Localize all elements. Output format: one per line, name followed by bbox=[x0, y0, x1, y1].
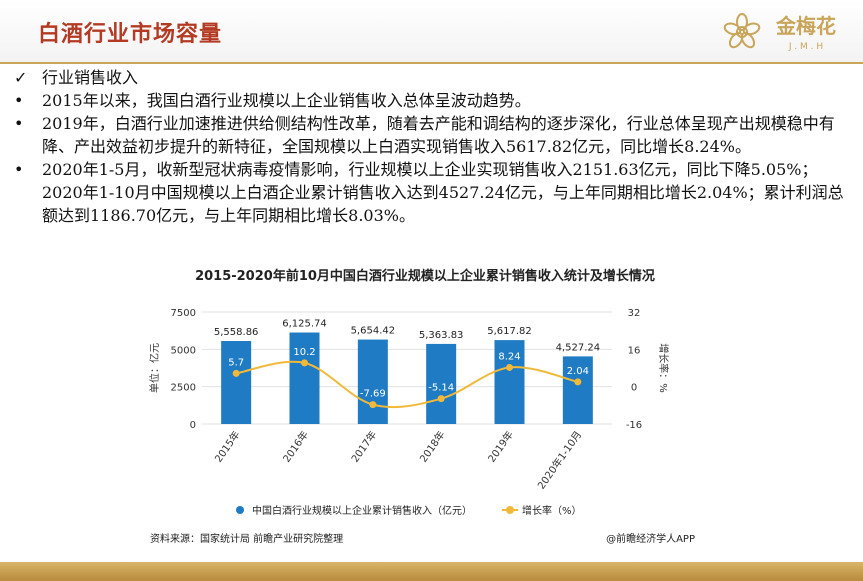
growth-value-label: -7.69 bbox=[360, 389, 386, 400]
y2-tick-label: 16 bbox=[628, 345, 641, 356]
y-tick-label: 7500 bbox=[171, 308, 196, 319]
bullet: • 2015年以来，我国白酒行业规模以上企业销售收入总体呈波动趋势。 bbox=[14, 91, 531, 110]
legend-label: 增长率（%） bbox=[522, 504, 582, 517]
x-tick-label: 2016年 bbox=[280, 428, 311, 464]
watermark: @前瞻经济学人APP bbox=[606, 532, 695, 545]
bullet-text: 2020年1-5月，收新型冠状病毒疫情影响，行业规模以上企业实现销售收入2151… bbox=[42, 160, 844, 225]
bullet-list: ✓ 行业销售收入 • 2015年以来，我国白酒行业规模以上企业销售收入总体呈波动趋势… bbox=[14, 66, 854, 227]
logo-sub: J . M . H bbox=[788, 42, 823, 52]
growth-value-label: 2.04 bbox=[567, 366, 589, 377]
growth-value-label: -5.14 bbox=[428, 383, 454, 394]
bar-value-label: 5,654.42 bbox=[351, 326, 396, 337]
slide-title: 白酒行业市场容量 bbox=[38, 22, 223, 47]
growth-line bbox=[235, 360, 579, 409]
y2-tick-label: 0 bbox=[631, 383, 637, 394]
header: 白酒行业市场容量 金梅花 J . M . H bbox=[0, 0, 863, 64]
bar-value-label: 5,617.82 bbox=[487, 326, 532, 337]
growth-value-label: 10.2 bbox=[293, 347, 315, 358]
bar bbox=[494, 340, 525, 424]
logo-text: 金梅花 bbox=[775, 14, 836, 38]
y2-tick-label: 32 bbox=[628, 308, 641, 319]
legend-label: 中国白酒行业规模以上企业累计销售收入（亿元） bbox=[252, 504, 472, 517]
bar-value-label: 6,125.74 bbox=[282, 319, 327, 330]
y-tick-label: 5000 bbox=[171, 345, 196, 356]
bar bbox=[221, 340, 252, 424]
legend-swatch bbox=[236, 506, 244, 514]
bullet: • 2019年，白酒行业加速推进供给侧结构性改革，随着去产能和调结构的逐步深化，行… bbox=[14, 114, 835, 156]
y-tick-label: 0 bbox=[190, 420, 196, 431]
bar bbox=[562, 356, 593, 424]
bullet-text: 行业销售收入 bbox=[42, 68, 139, 87]
chart: 2015-2020年前10月中国白酒行业规模以上企业累计销售收入统计及增长情况 … bbox=[148, 268, 695, 545]
bullet: ✓ 行业销售收入 bbox=[14, 68, 139, 87]
growth-point bbox=[301, 359, 308, 367]
growth-point bbox=[437, 395, 445, 403]
logo: 金梅花 J . M . H bbox=[723, 13, 836, 52]
bar-value-label: 5,363.83 bbox=[419, 330, 464, 341]
legend-swatch bbox=[506, 506, 514, 514]
growth-value-label: 8.24 bbox=[498, 351, 520, 362]
bar bbox=[357, 339, 388, 424]
footer-band bbox=[0, 562, 863, 581]
bullet-text: 2015年以来，我国白酒行业规模以上企业销售收入总体呈波动趋势。 bbox=[42, 91, 531, 110]
bullet: • 2020年1-5月，收新型冠状病毒疫情影响，行业规模以上企业实现销售收入215… bbox=[14, 160, 844, 225]
chart-title: 2015-2020年前10月中国白酒行业规模以上企业累计销售收入统计及增长情况 bbox=[195, 268, 655, 284]
x-tick-label: 2018年 bbox=[417, 428, 448, 464]
growth-point bbox=[574, 378, 582, 386]
y2-axis-label: 增长率：% bbox=[657, 343, 670, 393]
y-tick-label: 2500 bbox=[171, 383, 196, 394]
x-tick-label: 2017年 bbox=[348, 428, 379, 464]
growth-point bbox=[506, 363, 513, 371]
y2-tick-label: -16 bbox=[626, 420, 642, 431]
growth-point bbox=[232, 369, 240, 377]
bar bbox=[426, 343, 457, 424]
x-tick-label: 2019年 bbox=[485, 428, 516, 464]
x-tick-label: 2020年1-10月 bbox=[535, 428, 585, 491]
growth-value-label: 5.7 bbox=[228, 357, 244, 368]
bullet-text: 2019年，白酒行业加速推进供给侧结构性改革，随着去产能和调结构的逐步深化，行业… bbox=[42, 114, 835, 156]
y-axis-label: 单位：亿元 bbox=[148, 343, 161, 393]
bar-value-label: 4,527.24 bbox=[556, 342, 601, 353]
source-note: 资料来源：国家统计局 前瞻产业研究院整理 bbox=[150, 532, 343, 545]
growth-point bbox=[369, 401, 377, 409]
bar bbox=[289, 332, 320, 424]
bar-value-label: 5,558.86 bbox=[214, 327, 259, 338]
x-tick-label: 2015年 bbox=[212, 428, 243, 464]
